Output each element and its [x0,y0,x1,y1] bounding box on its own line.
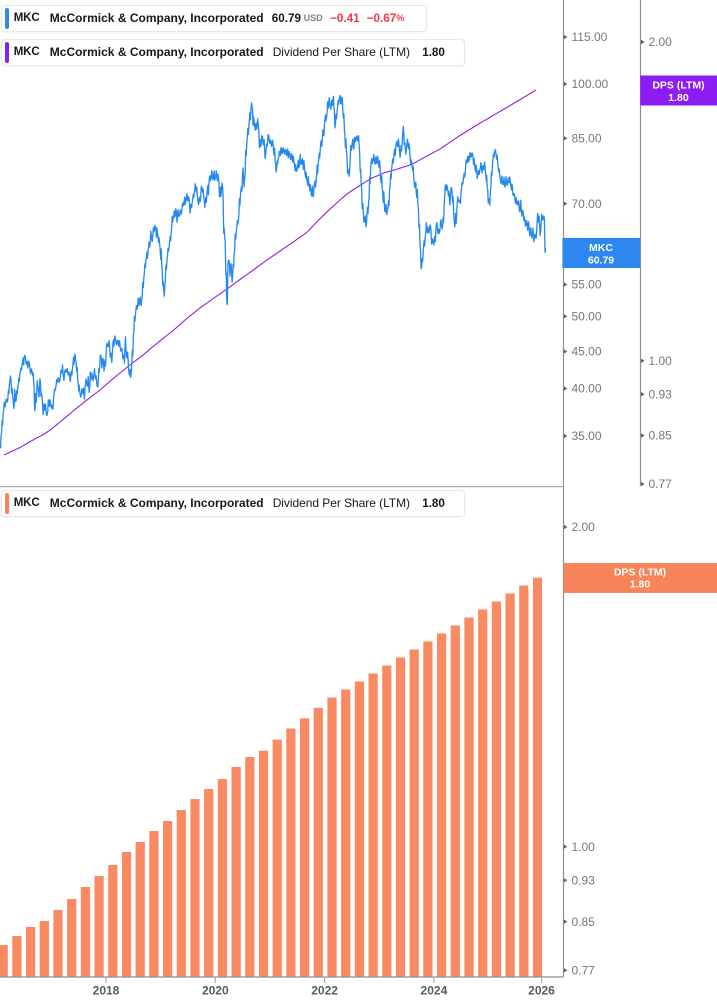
svg-text:0.77: 0.77 [649,477,673,491]
svg-text:1.80: 1.80 [630,579,651,591]
svg-text:2020: 2020 [202,984,229,998]
svg-text:1.80: 1.80 [668,92,689,104]
svg-text:2024: 2024 [421,984,448,998]
svg-text:45.00: 45.00 [572,345,602,359]
svg-text:85.00: 85.00 [572,132,602,146]
svg-text:115.00: 115.00 [572,30,608,44]
svg-text:50.00: 50.00 [572,310,602,324]
svg-text:2.00: 2.00 [572,520,596,534]
svg-text:35.00: 35.00 [572,429,602,443]
svg-text:0.93: 0.93 [649,387,673,401]
svg-text:1.00: 1.00 [649,354,673,368]
svg-text:70.00: 70.00 [572,197,602,211]
svg-text:40.00: 40.00 [572,382,602,396]
svg-text:60.79: 60.79 [588,255,614,267]
svg-text:2018: 2018 [93,984,120,998]
svg-text:MKC: MKC [589,242,613,254]
svg-text:2026: 2026 [528,984,555,998]
svg-text:2022: 2022 [311,984,338,998]
svg-text:0.85: 0.85 [572,915,596,929]
svg-text:2.00: 2.00 [649,35,673,49]
svg-text:0.93: 0.93 [572,874,596,888]
svg-text:DPS (LTM): DPS (LTM) [652,80,704,92]
svg-text:1.00: 1.00 [572,840,596,854]
svg-text:100.00: 100.00 [572,77,609,91]
svg-text:0.77: 0.77 [572,964,596,978]
svg-text:55.00: 55.00 [572,278,602,292]
svg-text:DPS (LTM): DPS (LTM) [614,566,666,578]
svg-text:0.85: 0.85 [649,429,673,443]
